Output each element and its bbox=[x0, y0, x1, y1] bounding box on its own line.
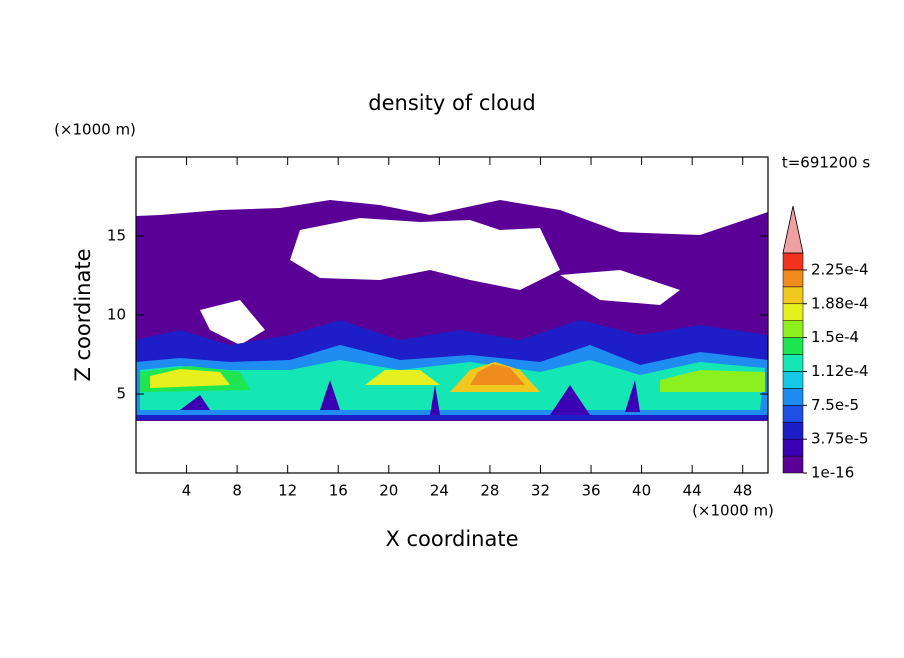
x-tick-label: 28 bbox=[480, 482, 499, 500]
chart-title: density of cloud bbox=[368, 91, 535, 115]
colorbar-tick-label: 1.88e-4 bbox=[811, 294, 869, 312]
colorbar-swatch bbox=[782, 371, 804, 389]
x-tick-label: 48 bbox=[733, 482, 752, 500]
y-unit: (×1000 m) bbox=[54, 121, 136, 139]
colorbar-extend bbox=[782, 205, 804, 254]
contour-field bbox=[136, 200, 768, 421]
colorbar-swatch bbox=[782, 303, 804, 321]
colorbar-tick-label: 3.75e-5 bbox=[811, 430, 869, 448]
x-tick-label: 36 bbox=[581, 482, 600, 500]
colorbar-swatch bbox=[782, 269, 804, 288]
x-tick-label: 44 bbox=[683, 482, 702, 500]
x-axis-label: X coordinate bbox=[385, 527, 518, 551]
colorbar-tick-label: 1e-16 bbox=[811, 464, 854, 482]
colorbar-swatch bbox=[782, 286, 804, 305]
x-tick-label: 16 bbox=[329, 482, 348, 500]
colorbar-tick-label: 2.25e-4 bbox=[811, 260, 869, 278]
colorbar-swatch bbox=[782, 320, 804, 338]
colorbar-tick-label: 1.5e-4 bbox=[811, 328, 859, 346]
y-axis-label: Z coordinate bbox=[71, 248, 95, 381]
colorbar-swatch bbox=[782, 388, 804, 406]
y-tick-label: 10 bbox=[107, 306, 126, 324]
colorbar-swatch bbox=[782, 455, 804, 474]
colorbar-swatch bbox=[782, 421, 804, 440]
x-tick-label: 8 bbox=[232, 482, 242, 500]
x-tick-label: 20 bbox=[379, 482, 398, 500]
y-tick-label: 5 bbox=[116, 385, 126, 403]
colorbar-swatch bbox=[782, 405, 804, 423]
colorbar-swatch bbox=[782, 337, 804, 355]
x-unit: (×1000 m) bbox=[692, 502, 774, 520]
x-tick-label: 40 bbox=[632, 482, 651, 500]
colorbar-tick-label: 7.5e-5 bbox=[811, 396, 859, 414]
colorbar-tick-label: 1.12e-4 bbox=[811, 362, 869, 380]
y-tick-label: 15 bbox=[107, 227, 126, 245]
colorbar-swatch bbox=[782, 252, 804, 271]
colorbar-swatch bbox=[782, 354, 804, 372]
annotation: t=691200 s bbox=[782, 154, 870, 172]
colorbar-swatch bbox=[782, 438, 804, 457]
x-tick-label: 24 bbox=[430, 482, 449, 500]
x-tick-label: 12 bbox=[278, 482, 297, 500]
x-tick-label: 32 bbox=[531, 482, 550, 500]
x-tick-label: 4 bbox=[182, 482, 192, 500]
